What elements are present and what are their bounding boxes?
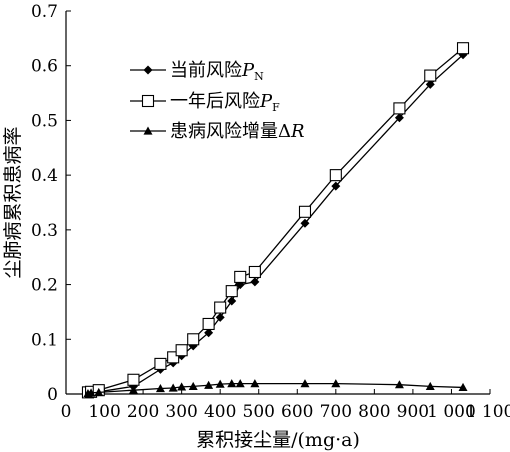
y-tick-label: 0.4 <box>31 166 58 186</box>
diamond-marker <box>215 312 225 322</box>
square-marker <box>248 265 261 279</box>
x-tick-label: 300 <box>165 402 197 422</box>
diamond-marker <box>331 181 341 191</box>
legend-symbol-subscript: N <box>254 70 264 83</box>
y-tick-label: 0.2 <box>31 276 58 296</box>
legend-item: 一年后风险PF <box>130 91 280 114</box>
triangle-marker <box>143 126 153 135</box>
square-marker <box>187 333 200 346</box>
legend-item: 患病风险增量ΔR <box>130 121 305 142</box>
square-marker <box>456 42 470 55</box>
square-marker <box>127 373 140 386</box>
legend-symbol-subscript: F <box>272 101 280 114</box>
triangle-marker <box>168 383 178 392</box>
x-axis-title: 累积接尘量/(mg·a) <box>196 429 360 451</box>
diamond-marker <box>143 65 153 75</box>
y-tick-label: 0.7 <box>31 2 58 22</box>
x-tick-label: 800 <box>358 402 390 422</box>
x-tick-label: 1 000 <box>427 402 476 422</box>
triangle-marker <box>155 384 165 393</box>
series-1 <box>81 42 470 399</box>
x-tick-label: 600 <box>281 402 313 422</box>
diamond-marker <box>227 296 237 306</box>
y-tick-label: 0.1 <box>31 330 58 350</box>
square-marker <box>167 351 180 364</box>
series-2 <box>83 379 468 398</box>
y-axis-ticks: 0 0.1 0.2 0.3 0.4 0.5 0.6 0.7 <box>31 2 71 405</box>
x-tick-label: 900 <box>397 402 429 422</box>
square-marker <box>154 357 167 370</box>
triangle-marker <box>188 381 198 390</box>
legend-symbol: R <box>290 121 305 142</box>
triangle-marker <box>86 388 96 397</box>
y-axis-title: 尘肺病累积患病率 <box>2 126 24 278</box>
square-marker <box>214 301 227 314</box>
x-tick-label: 500 <box>243 402 275 422</box>
legend-label: 一年后风险PF <box>170 91 280 114</box>
triangle-marker <box>331 379 341 388</box>
square-marker <box>393 102 406 115</box>
legend-name: 患病风险增量 <box>170 121 278 142</box>
square-marker <box>141 94 155 108</box>
triangle-marker <box>425 381 435 390</box>
x-tick-label: 0 <box>61 402 72 422</box>
diamond-marker <box>300 218 310 228</box>
legend-name: 当前风险 <box>170 60 242 81</box>
diamond-marker <box>204 328 214 338</box>
legend-label: 患病风险增量ΔR <box>170 121 305 142</box>
square-marker <box>298 205 312 218</box>
triangle-marker <box>215 379 225 388</box>
series-layer <box>81 42 470 399</box>
y-tick-label: 0.5 <box>31 111 58 131</box>
legend-label: 当前风险PN <box>170 60 264 83</box>
triangle-marker <box>177 382 187 391</box>
legend-item: 当前风险PN <box>130 60 264 83</box>
diamond-marker <box>250 277 260 287</box>
triangle-marker <box>235 379 245 388</box>
triangle-marker <box>300 379 310 388</box>
x-tick-label: 100 <box>88 402 120 422</box>
triangle-marker <box>250 379 260 388</box>
triangle-marker <box>458 382 468 392</box>
plot-frame <box>65 11 490 395</box>
triangle-marker <box>94 387 104 396</box>
legend-symbol: P <box>259 91 273 112</box>
x-tick-label: 1 100 <box>466 402 510 422</box>
triangle-marker <box>204 380 214 389</box>
square-marker <box>329 169 342 182</box>
triangle-marker <box>227 379 237 388</box>
diamond-marker <box>394 113 404 123</box>
x-tick-label: 700 <box>320 402 352 422</box>
square-marker <box>202 317 215 331</box>
legend-name: 一年后风险 <box>170 91 260 112</box>
triangle-marker <box>128 385 138 394</box>
square-marker <box>424 69 437 82</box>
triangle-marker <box>394 380 404 389</box>
square-marker <box>234 270 247 283</box>
y-tick-label: 0.6 <box>31 57 58 77</box>
y-tick-label: 0.3 <box>31 221 58 241</box>
diamond-marker <box>425 79 435 89</box>
series-line <box>87 382 464 395</box>
x-tick-label: 400 <box>204 402 236 422</box>
square-marker <box>225 285 238 298</box>
x-tick-label: 200 <box>127 402 159 422</box>
legend-symbol-prefix: Δ <box>278 121 291 142</box>
y-tick-label: 0 <box>47 385 58 405</box>
square-marker <box>175 344 188 357</box>
legend-symbol: P <box>241 60 255 81</box>
